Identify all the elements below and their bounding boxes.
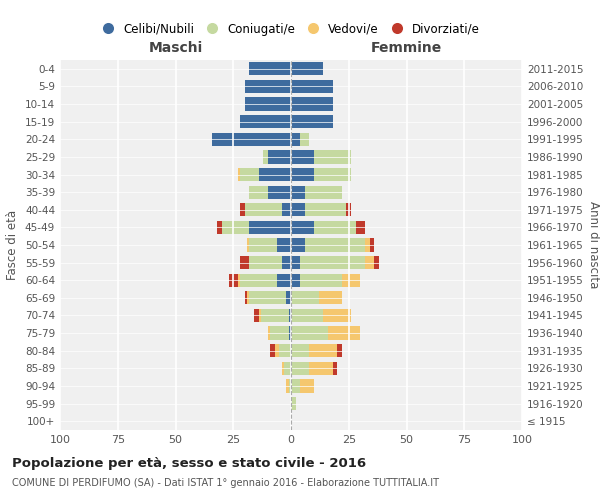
Bar — [291, 221, 314, 234]
Bar — [300, 132, 310, 146]
Bar — [217, 221, 222, 234]
Bar — [286, 291, 291, 304]
Bar — [284, 362, 291, 375]
Bar — [250, 256, 282, 269]
Bar — [259, 309, 261, 322]
Bar — [291, 274, 300, 287]
Bar — [337, 344, 342, 358]
Bar — [291, 309, 323, 322]
Bar — [245, 203, 282, 216]
Bar — [245, 80, 291, 93]
Bar — [310, 344, 337, 358]
Bar — [222, 221, 250, 234]
Bar — [328, 326, 360, 340]
Text: Femmine: Femmine — [371, 40, 442, 54]
Bar — [240, 168, 259, 181]
Bar — [319, 291, 342, 304]
Bar — [314, 150, 351, 164]
Text: Maschi: Maschi — [148, 40, 203, 54]
Bar — [282, 362, 284, 375]
Bar — [305, 186, 342, 198]
Bar — [291, 115, 332, 128]
Bar — [282, 256, 291, 269]
Bar — [346, 203, 351, 216]
Bar — [300, 256, 365, 269]
Bar — [291, 326, 328, 340]
Y-axis label: Fasce di età: Fasce di età — [7, 210, 19, 280]
Bar — [275, 344, 280, 358]
Bar — [247, 238, 250, 252]
Bar — [289, 309, 291, 322]
Bar — [250, 221, 291, 234]
Bar — [342, 274, 360, 287]
Bar — [245, 98, 291, 110]
Bar — [261, 309, 289, 322]
Bar — [254, 309, 259, 322]
Bar — [291, 80, 332, 93]
Bar — [332, 362, 337, 375]
Bar — [291, 132, 300, 146]
Bar — [259, 168, 291, 181]
Bar — [374, 256, 379, 269]
Bar — [280, 344, 291, 358]
Legend: Celibi/Nubili, Coniugati/e, Vedovi/e, Divorziati/e: Celibi/Nubili, Coniugati/e, Vedovi/e, Di… — [97, 18, 485, 40]
Bar — [305, 238, 365, 252]
Bar — [282, 203, 291, 216]
Bar — [238, 274, 240, 287]
Bar — [250, 238, 277, 252]
Bar — [314, 168, 351, 181]
Bar — [263, 150, 268, 164]
Bar — [314, 221, 356, 234]
Bar — [365, 238, 370, 252]
Bar — [291, 256, 300, 269]
Bar — [291, 362, 310, 375]
Bar — [291, 238, 305, 252]
Bar — [291, 150, 314, 164]
Bar — [247, 291, 250, 304]
Bar — [356, 221, 365, 234]
Bar — [277, 238, 291, 252]
Bar — [291, 203, 305, 216]
Bar — [250, 291, 286, 304]
Bar — [291, 291, 319, 304]
Bar — [240, 203, 245, 216]
Text: COMUNE DI PERDIFUMO (SA) - Dati ISTAT 1° gennaio 2016 - Elaborazione TUTTITALIA.: COMUNE DI PERDIFUMO (SA) - Dati ISTAT 1°… — [12, 478, 439, 488]
Bar — [370, 238, 374, 252]
Bar — [291, 380, 300, 392]
Bar — [250, 62, 291, 76]
Bar — [268, 150, 291, 164]
Bar — [212, 132, 291, 146]
Bar — [291, 62, 323, 76]
Bar — [286, 380, 289, 392]
Bar — [291, 397, 296, 410]
Y-axis label: Anni di nascita: Anni di nascita — [587, 202, 600, 288]
Bar — [229, 274, 238, 287]
Bar — [291, 186, 305, 198]
Bar — [240, 256, 250, 269]
Bar — [291, 168, 314, 181]
Bar — [291, 98, 332, 110]
Bar — [268, 186, 291, 198]
Bar — [240, 274, 277, 287]
Bar — [268, 326, 270, 340]
Bar — [277, 274, 291, 287]
Text: Popolazione per età, sesso e stato civile - 2016: Popolazione per età, sesso e stato civil… — [12, 458, 366, 470]
Bar — [365, 256, 374, 269]
Bar — [300, 380, 314, 392]
Bar — [240, 115, 291, 128]
Bar — [270, 326, 289, 340]
Bar — [300, 274, 342, 287]
Bar — [250, 186, 268, 198]
Bar — [270, 344, 275, 358]
Bar — [310, 362, 332, 375]
Bar — [238, 168, 240, 181]
Bar — [305, 203, 346, 216]
Bar — [291, 344, 310, 358]
Bar — [245, 291, 247, 304]
Bar — [289, 326, 291, 340]
Bar — [323, 309, 351, 322]
Bar — [289, 380, 291, 392]
